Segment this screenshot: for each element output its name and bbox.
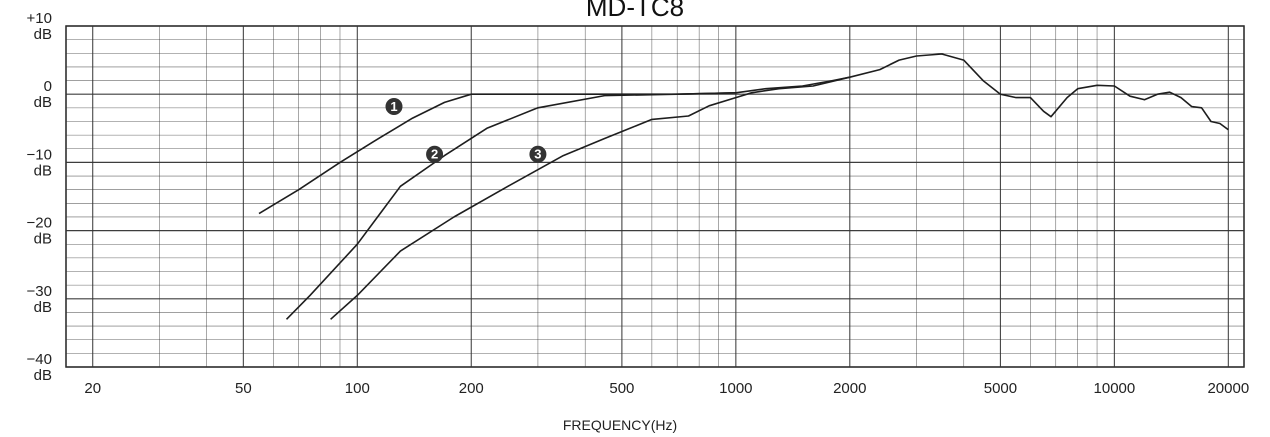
y-tick-value: −20 xyxy=(27,215,52,232)
x-tick-label: 100 xyxy=(345,380,370,397)
marker-1-label: 1 xyxy=(390,99,397,114)
y-tick-value: −30 xyxy=(27,283,52,300)
y-tick-unit: dB xyxy=(34,367,52,384)
grid xyxy=(66,25,1244,368)
shared-response-line xyxy=(735,53,1229,131)
y-tick-unit: dB xyxy=(34,94,52,111)
chart-title: MD-TC8 xyxy=(586,0,684,22)
series-1-line xyxy=(258,92,736,215)
x-tick-label: 500 xyxy=(609,380,634,397)
y-tick-unit: dB xyxy=(34,26,52,43)
y-tick-value: −40 xyxy=(27,351,52,368)
curves xyxy=(258,53,1229,320)
plot-frame xyxy=(65,25,1245,368)
y-tick-unit: dB xyxy=(34,299,52,316)
curve-markers: 1 2 3 xyxy=(385,97,547,163)
y-tick-value: +10 xyxy=(27,10,52,27)
x-axis-label: FREQUENCY(Hz) xyxy=(563,417,677,433)
x-tick-label: 200 xyxy=(459,380,484,397)
marker-3-circle xyxy=(529,145,547,163)
y-tick-unit: dB xyxy=(34,162,52,179)
x-tick-labels: 20 50 100 200 500 1000 2000 5000 10000 20000 xyxy=(84,380,1249,397)
series-2-line xyxy=(285,92,736,320)
x-tick-label: 50 xyxy=(235,380,252,397)
x-tick-label: 1000 xyxy=(719,380,752,397)
series-3-line xyxy=(330,76,850,320)
x-tick-label: 20000 xyxy=(1207,380,1249,397)
y-tick-value: −10 xyxy=(27,146,52,163)
y-tick-value: 0 xyxy=(44,78,52,95)
x-tick-label: 20 xyxy=(84,380,101,397)
marker-2-circle xyxy=(426,145,444,163)
marker-3-label: 3 xyxy=(534,147,541,162)
x-tick-label: 2000 xyxy=(833,380,866,397)
marker-1-circle xyxy=(385,97,403,115)
x-tick-label: 10000 xyxy=(1094,380,1136,397)
x-tick-label: 5000 xyxy=(984,380,1017,397)
y-tick-unit: dB xyxy=(34,231,52,248)
marker-2-label: 2 xyxy=(431,147,438,162)
